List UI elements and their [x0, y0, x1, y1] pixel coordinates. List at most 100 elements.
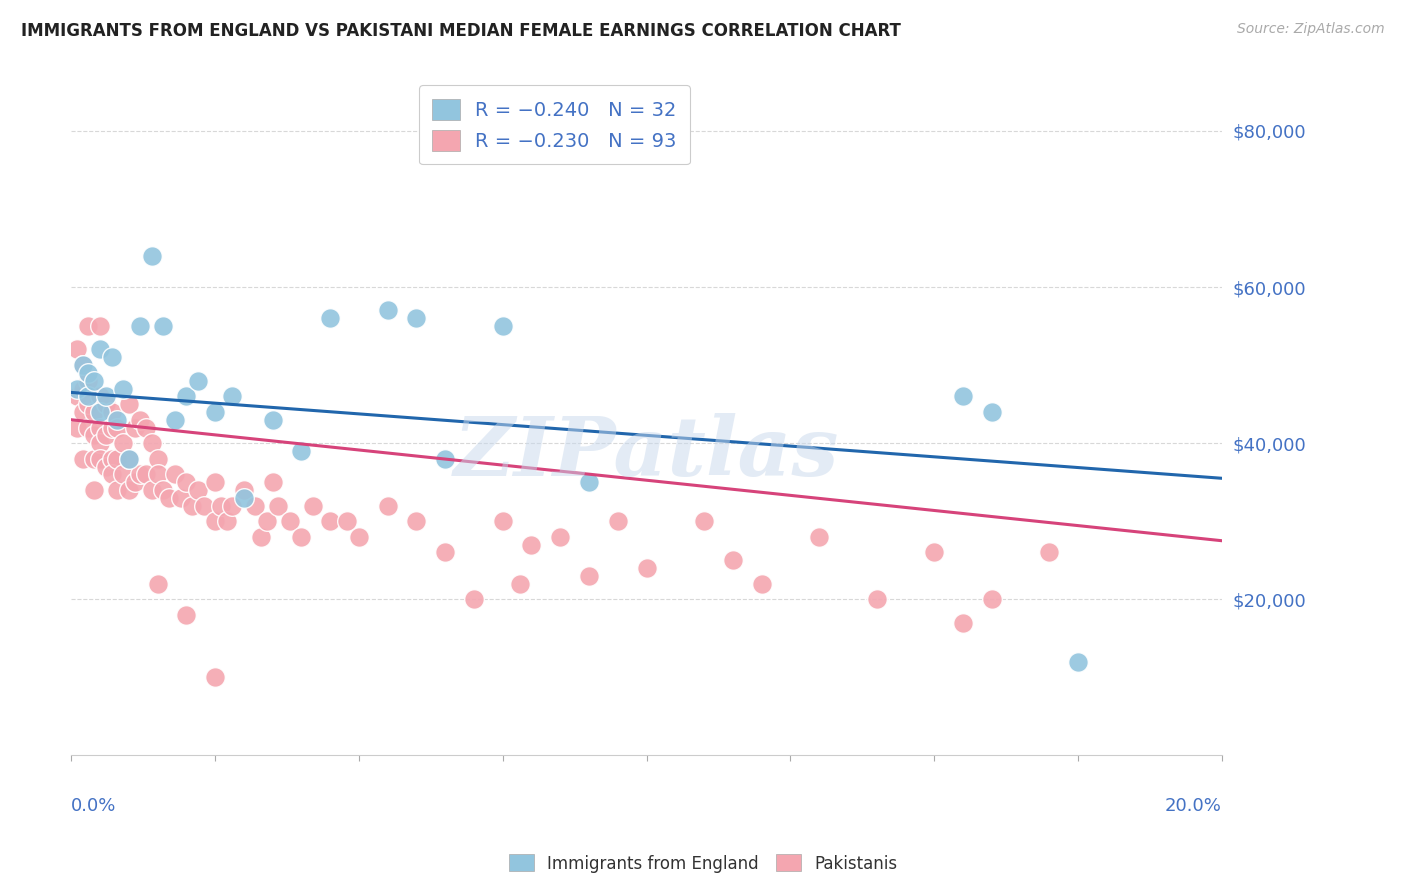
Point — [105, 413, 128, 427]
Point — [77, 389, 100, 403]
Point — [174, 475, 197, 490]
Point — [129, 467, 152, 482]
Point — [89, 319, 111, 334]
Point — [89, 405, 111, 419]
Point — [77, 397, 100, 411]
Point — [221, 499, 243, 513]
Point — [204, 514, 226, 528]
Point — [434, 451, 457, 466]
Point — [89, 436, 111, 450]
Point — [319, 311, 342, 326]
Point — [157, 491, 180, 505]
Point — [94, 389, 117, 403]
Point — [105, 483, 128, 497]
Point — [193, 499, 215, 513]
Point — [952, 615, 974, 630]
Point — [146, 576, 169, 591]
Point — [290, 444, 312, 458]
Point — [100, 451, 122, 466]
Point — [980, 592, 1002, 607]
Point — [83, 374, 105, 388]
Text: 20.0%: 20.0% — [1166, 797, 1222, 814]
Point — [66, 343, 89, 357]
Point — [135, 467, 157, 482]
Point — [100, 420, 122, 434]
Point — [66, 382, 89, 396]
Point — [606, 514, 628, 528]
Point — [174, 607, 197, 622]
Point — [94, 459, 117, 474]
Point — [152, 319, 174, 334]
Point — [721, 553, 744, 567]
Point — [256, 514, 278, 528]
Text: Source: ZipAtlas.com: Source: ZipAtlas.com — [1237, 22, 1385, 37]
Point — [278, 514, 301, 528]
Point — [72, 405, 94, 419]
Point — [66, 389, 89, 403]
Point — [72, 451, 94, 466]
Point — [204, 670, 226, 684]
Point — [1067, 655, 1090, 669]
Point — [204, 405, 226, 419]
Point — [83, 428, 105, 442]
Legend: Immigrants from England, Pakistanis: Immigrants from England, Pakistanis — [502, 847, 904, 880]
Point — [89, 451, 111, 466]
Point — [636, 561, 658, 575]
Point — [163, 413, 186, 427]
Point — [250, 530, 273, 544]
Point — [865, 592, 887, 607]
Point — [347, 530, 370, 544]
Point — [89, 343, 111, 357]
Point — [319, 514, 342, 528]
Point — [77, 374, 100, 388]
Point — [245, 499, 267, 513]
Point — [89, 420, 111, 434]
Point — [89, 389, 111, 403]
Point — [232, 483, 254, 497]
Point — [118, 451, 141, 466]
Point — [262, 475, 284, 490]
Point — [520, 538, 543, 552]
Point — [492, 514, 515, 528]
Point — [111, 467, 134, 482]
Point — [548, 530, 571, 544]
Point — [693, 514, 716, 528]
Text: ZIPatlas: ZIPatlas — [454, 413, 839, 493]
Point — [135, 420, 157, 434]
Point — [94, 428, 117, 442]
Point — [232, 491, 254, 505]
Point — [578, 475, 600, 490]
Point — [204, 475, 226, 490]
Point — [302, 499, 325, 513]
Point — [124, 420, 146, 434]
Point — [72, 358, 94, 372]
Legend: R = −0.240   N = 32, R = −0.230   N = 93: R = −0.240 N = 32, R = −0.230 N = 93 — [419, 85, 690, 164]
Point — [141, 436, 163, 450]
Point — [262, 413, 284, 427]
Point — [434, 545, 457, 559]
Point — [181, 499, 204, 513]
Point — [141, 249, 163, 263]
Point — [922, 545, 945, 559]
Point — [83, 451, 105, 466]
Point — [980, 405, 1002, 419]
Point — [83, 405, 105, 419]
Point — [129, 319, 152, 334]
Point — [405, 514, 427, 528]
Point — [215, 514, 238, 528]
Point — [751, 576, 773, 591]
Point — [146, 451, 169, 466]
Point — [111, 382, 134, 396]
Point — [146, 467, 169, 482]
Point — [221, 389, 243, 403]
Point — [66, 420, 89, 434]
Point — [267, 499, 290, 513]
Point — [163, 467, 186, 482]
Point — [72, 382, 94, 396]
Point — [187, 374, 209, 388]
Point — [174, 389, 197, 403]
Point — [1038, 545, 1060, 559]
Point — [83, 483, 105, 497]
Point — [209, 499, 232, 513]
Point — [94, 397, 117, 411]
